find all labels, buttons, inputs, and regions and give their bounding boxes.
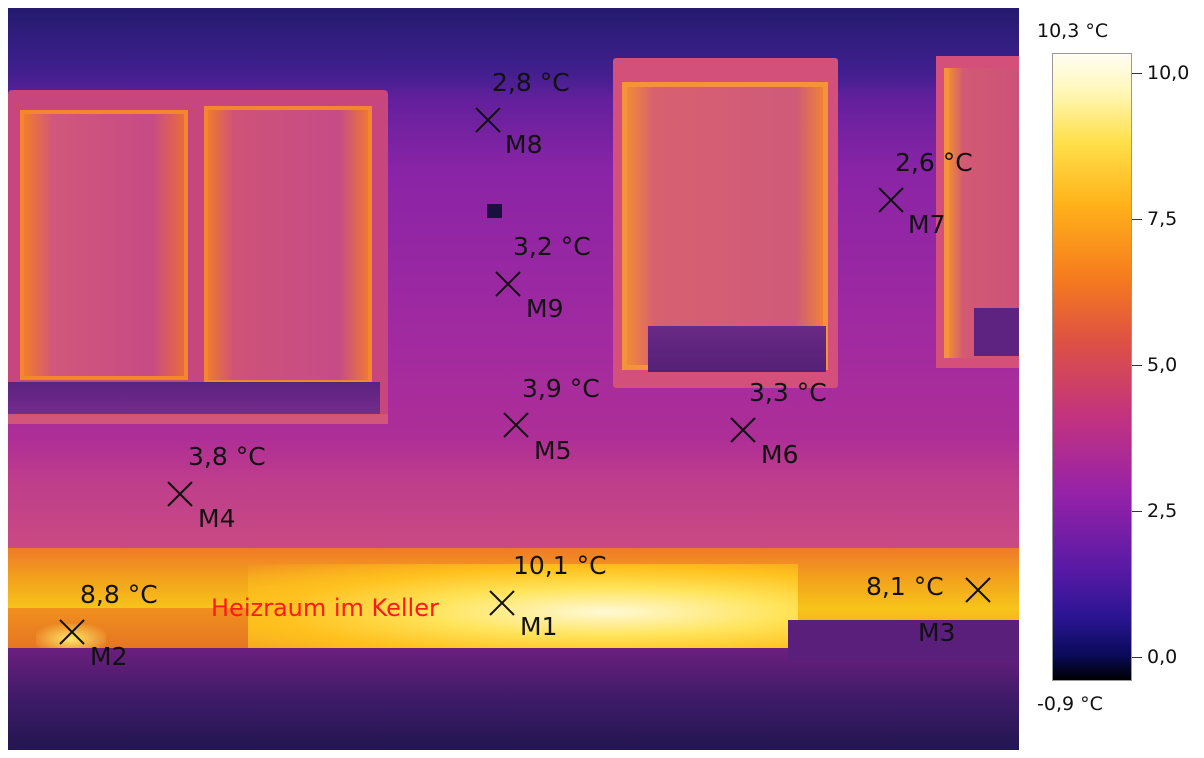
marker-m9-temp: 3,2 °C — [513, 232, 591, 261]
basement-hot-core — [248, 564, 798, 660]
marker-m3-id: M3 — [918, 618, 956, 647]
marker-m3-temp: 8,1 °C — [866, 572, 944, 601]
scale-tick-label-5: 5,0 — [1147, 354, 1178, 376]
ground — [8, 648, 1019, 750]
marker-m1-temp: 10,1 °C — [513, 551, 607, 580]
marker-m7-id: M7 — [908, 210, 946, 239]
marker-m7-cross — [877, 186, 905, 214]
window-left-pane-1 — [20, 110, 188, 380]
scale-min-label: -0,9 °C — [1037, 693, 1103, 715]
marker-m2-id: M2 — [90, 642, 128, 671]
marker-m2-temp: 8,8 °C — [80, 580, 158, 609]
sill-left — [8, 414, 388, 424]
scale-tick-label-7-5: 7,5 — [1147, 208, 1178, 230]
marker-m3-cross — [964, 576, 992, 604]
planter-right — [974, 308, 1019, 356]
marker-m8-temp: 2,8 °C — [492, 68, 570, 97]
marker-m4-temp: 3,8 °C — [188, 442, 266, 471]
scale-tick-label-10: 10,0 — [1147, 62, 1190, 84]
temperature-scale-bar — [1052, 53, 1132, 681]
marker-m2-cross — [58, 618, 86, 646]
marker-m1-cross — [488, 589, 516, 617]
marker-m9-id: M9 — [526, 294, 564, 323]
scale-tick-label-0: 0,0 — [1147, 646, 1178, 668]
marker-m9-cross — [494, 270, 522, 298]
ground-step — [788, 620, 1019, 660]
marker-m7-temp: 2,6 °C — [895, 148, 973, 177]
marker-m6-cross — [729, 416, 757, 444]
scale-tick-label-2-5: 2,5 — [1147, 500, 1178, 522]
marker-m1-id: M1 — [520, 612, 558, 641]
planter-center — [648, 326, 826, 372]
marker-m5-cross — [502, 411, 530, 439]
marker-m4-cross — [166, 480, 194, 508]
marker-m6-id: M6 — [761, 440, 799, 469]
marker-m5-id: M5 — [534, 436, 572, 465]
marker-m5-temp: 3,9 °C — [522, 374, 600, 403]
wall-vent — [487, 204, 502, 218]
scale-tick-10 — [1132, 73, 1142, 74]
thermal-image: 2,8 °C 2,6 °C 3,2 °C 3,9 °C 3,3 °C 3,8 °… — [8, 8, 1019, 750]
warm-wall-band — [8, 438, 1019, 548]
planter-left — [8, 382, 380, 418]
scale-tick-7-5 — [1132, 219, 1142, 220]
top-dark-band — [8, 8, 1019, 98]
scale-tick-5 — [1132, 365, 1142, 366]
window-left-pane-2 — [204, 106, 372, 384]
marker-m8-id: M8 — [505, 130, 543, 159]
scale-tick-2-5 — [1132, 511, 1142, 512]
heizraum-caption: Heizraum im Keller — [211, 594, 439, 622]
marker-m8-cross — [474, 106, 502, 134]
scale-max-label: 10,3 °C — [1037, 20, 1109, 42]
scale-tick-0 — [1132, 657, 1142, 658]
marker-m4-id: M4 — [198, 504, 236, 533]
marker-m6-temp: 3,3 °C — [749, 378, 827, 407]
